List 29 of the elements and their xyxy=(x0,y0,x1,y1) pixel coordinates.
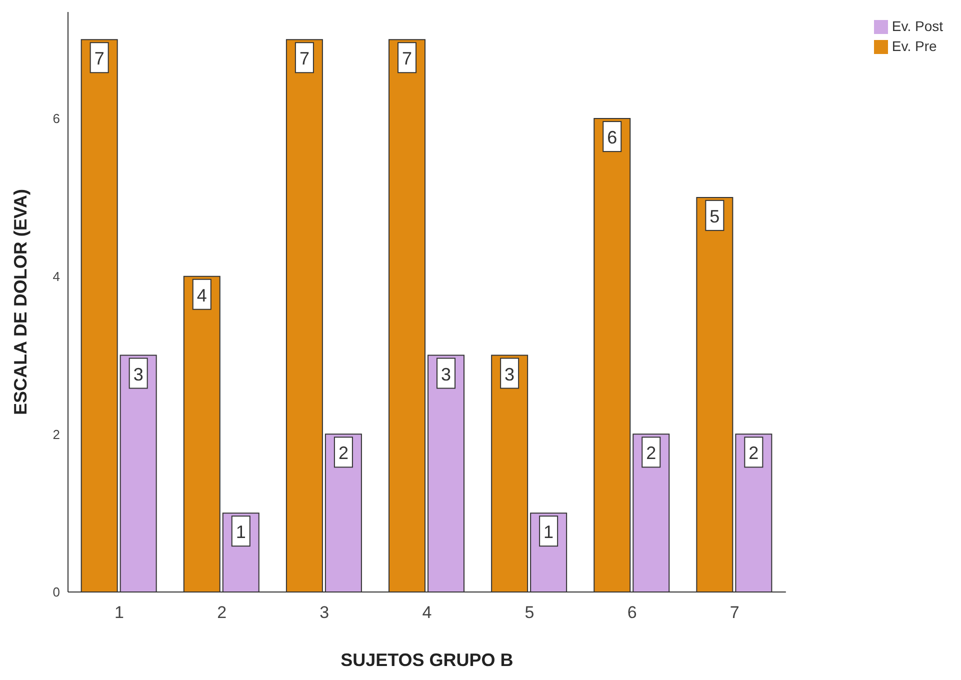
data-label: 3 xyxy=(504,364,515,384)
data-label: 6 xyxy=(607,128,618,148)
data-label: 1 xyxy=(544,522,554,542)
x-tick-label: 7 xyxy=(730,603,740,622)
data-label: 2 xyxy=(646,443,656,464)
x-tick-label: 4 xyxy=(422,603,432,622)
data-label: 1 xyxy=(236,522,246,542)
y-tick-label: 0 xyxy=(52,584,60,600)
data-label: 4 xyxy=(196,285,207,306)
data-label: 7 xyxy=(402,48,412,69)
data-label: 7 xyxy=(299,48,310,69)
y-tick-label: 6 xyxy=(52,111,60,126)
x-tick-label: 1 xyxy=(114,603,124,622)
x-tick-label: 3 xyxy=(320,603,330,622)
x-tick-label: 5 xyxy=(524,603,534,622)
x-tick-label: 6 xyxy=(627,603,637,622)
x-tick-label: 2 xyxy=(217,603,227,622)
data-label: 2 xyxy=(748,443,759,464)
y-axis-title: ESCALA DE DOLOR (EVA) xyxy=(10,188,30,416)
data-label: 5 xyxy=(710,206,720,226)
x-axis-title: SUJETOS GRUPO B xyxy=(340,650,514,670)
data-label: 7 xyxy=(94,48,104,69)
legend-label: Ev. Post xyxy=(892,18,943,34)
y-tick-label: 2 xyxy=(52,426,60,442)
legend-label: Ev. Pre xyxy=(892,38,937,54)
data-label: 3 xyxy=(133,364,144,384)
y-tick-label: 4 xyxy=(52,268,60,284)
data-label: 3 xyxy=(441,364,452,384)
data-label: 2 xyxy=(338,443,348,464)
